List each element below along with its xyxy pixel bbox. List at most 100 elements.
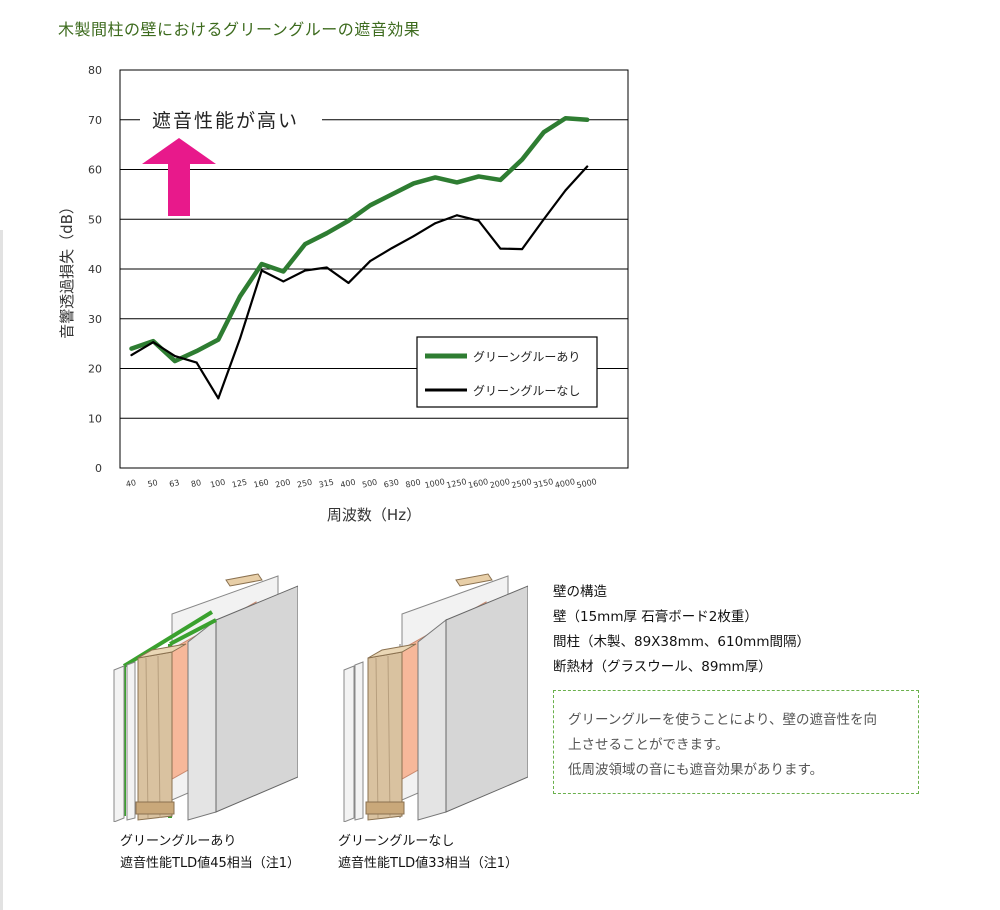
data-point-1 xyxy=(521,248,524,251)
plot-frame xyxy=(119,69,629,469)
data-point-1 xyxy=(347,281,350,284)
data-point-1 xyxy=(369,260,372,263)
data-point-1 xyxy=(586,165,589,168)
note-box: グリーングルーを使うことにより、壁の遮音性を向 上させることができます。 低周波… xyxy=(553,690,919,794)
annotation-arrow xyxy=(142,138,216,216)
chart: 0 10 20 30 40 50 60 70 80 40 50 63 80 100 125 160 200 250… xyxy=(0,40,700,540)
data-point-0 xyxy=(412,182,415,185)
structure-wall: 壁（15mm厚 石膏ボード2枚重） xyxy=(553,609,758,625)
data-point-0 xyxy=(390,193,393,196)
x-tick-label: 2000 xyxy=(489,477,511,490)
x-tick-label: 2500 xyxy=(511,477,533,490)
y-tick-label: 10 xyxy=(88,412,102,425)
wall-diagram-without-glue xyxy=(338,572,529,823)
y-axis-label: 音響透過損失（dB） xyxy=(58,199,76,339)
legend-box xyxy=(416,336,598,408)
wall-structure-spec: 壁の構造 壁（15mm厚 石膏ボード2枚重） 間柱（木製、89X38mm、610… xyxy=(553,580,810,680)
x-tick-label: 80 xyxy=(190,478,202,489)
x-axis-label: 周波数（Hz） xyxy=(327,506,421,524)
data-point-1 xyxy=(239,337,241,340)
data-point-1 xyxy=(412,235,415,238)
x-tick-label: 50 xyxy=(147,478,159,489)
note-line-3: 低周波領域の音にも遮音効果があります。 xyxy=(568,762,824,778)
data-point-0 xyxy=(456,181,458,184)
x-tick-label: 5000 xyxy=(576,477,598,490)
caption-with-glue-label: グリーングルーあり xyxy=(120,834,237,849)
y-tick-label: 50 xyxy=(88,213,102,226)
data-point-1 xyxy=(304,269,307,272)
data-point-1 xyxy=(390,247,393,250)
data-point-0 xyxy=(369,204,372,207)
y-tick-label: 0 xyxy=(95,462,102,475)
x-tick-label: 1250 xyxy=(446,477,468,490)
data-point-0 xyxy=(130,347,133,350)
data-point-1 xyxy=(260,269,263,272)
wall-illustration-with-glue xyxy=(113,573,299,823)
data-point-1 xyxy=(477,219,480,222)
x-tick-label: 400 xyxy=(340,478,357,490)
structure-heading: 壁の構造 xyxy=(553,584,607,600)
page-edge-rule xyxy=(0,230,3,910)
x-tick-label: 630 xyxy=(383,478,400,490)
data-point-1 xyxy=(152,341,155,344)
data-point-0 xyxy=(217,338,220,341)
data-point-0 xyxy=(304,243,307,246)
caption-with-glue-rating: 遮音性能TLD値45相当（注1） xyxy=(120,856,301,871)
wall-illustration-without-glue xyxy=(343,573,529,823)
data-point-0 xyxy=(195,350,198,353)
caption-without-glue-rating: 遮音性能TLD値33相当（注1） xyxy=(338,856,519,871)
wall-diagram-with-glue xyxy=(108,572,299,823)
data-point-1 xyxy=(564,189,567,192)
y-tick-label: 80 xyxy=(88,64,102,77)
series-line-1 xyxy=(130,165,589,400)
data-point-1 xyxy=(499,247,502,250)
y-tick-label: 30 xyxy=(88,313,102,326)
data-point-1 xyxy=(173,355,176,358)
series-line-0 xyxy=(129,116,590,364)
data-point-1 xyxy=(325,266,328,269)
data-point-0 xyxy=(239,295,241,298)
data-point-0 xyxy=(260,263,263,266)
data-point-0 xyxy=(521,158,524,161)
caption-with-glue: グリーングルーあり 遮音性能TLD値45相当（注1） xyxy=(120,831,300,875)
x-tick-label: 500 xyxy=(361,478,378,490)
x-tick-label: 4000 xyxy=(554,477,576,490)
legend-label-0: グリーングルーあり xyxy=(473,350,580,364)
data-point-0 xyxy=(347,219,350,222)
x-tick-label: 125 xyxy=(231,478,248,490)
x-tick-label: 800 xyxy=(405,478,422,490)
data-point-1 xyxy=(195,361,198,364)
data-point-1 xyxy=(542,218,545,221)
page-title: 木製間柱の壁におけるグリーングルーの遮音効果 xyxy=(58,20,421,39)
x-tick-label: 1600 xyxy=(467,477,489,490)
data-point-0 xyxy=(173,360,176,363)
chart-svg: 0 10 20 30 40 50 60 70 80 40 50 63 80 100 125 160 200 250… xyxy=(58,64,629,524)
data-point-0 xyxy=(586,118,589,121)
note-line-2: 上させることができます。 xyxy=(568,737,729,753)
data-point-1 xyxy=(217,397,220,400)
structure-insulation: 断熱材（グラスウール、89mm厚） xyxy=(553,659,772,675)
caption-without-glue: グリーングルーなし 遮音性能TLD値33相当（注1） xyxy=(338,831,518,875)
data-point-0 xyxy=(434,176,437,179)
x-tick-label: 63 xyxy=(168,478,180,489)
data-point-1 xyxy=(434,222,437,225)
y-tick-label: 40 xyxy=(88,263,102,276)
x-tick-label: 3150 xyxy=(532,477,554,490)
data-point-0 xyxy=(542,131,545,134)
data-point-0 xyxy=(282,270,285,273)
y-tick-label: 70 xyxy=(88,114,102,127)
caption-without-glue-label: グリーングルーなし xyxy=(338,834,455,849)
structure-stud: 間柱（木製、89X38mm、610mm間隔） xyxy=(553,634,810,650)
x-tick-label: 160 xyxy=(253,478,270,490)
x-tick-label: 200 xyxy=(274,478,291,490)
y-tick-label: 60 xyxy=(88,164,102,177)
data-point-1 xyxy=(282,280,285,283)
y-tick-label: 20 xyxy=(88,363,102,376)
data-point-0 xyxy=(477,175,480,178)
annotation-text: 遮音性能が高い xyxy=(152,110,299,132)
x-tick-label: 40 xyxy=(125,478,137,489)
x-tick-label: 100 xyxy=(209,478,226,490)
data-point-1 xyxy=(456,214,458,217)
data-point-0 xyxy=(499,178,502,181)
data-point-0 xyxy=(325,232,328,235)
